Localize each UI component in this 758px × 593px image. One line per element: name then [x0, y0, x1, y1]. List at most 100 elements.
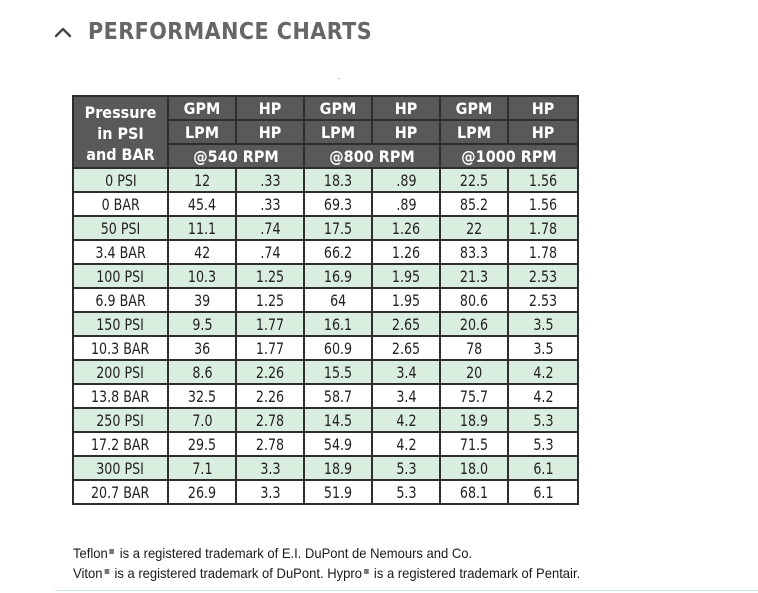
- cell-value: 2.26: [255, 362, 285, 382]
- table-cell: 7.1: [167, 455, 237, 481]
- table-cell: 14.5: [303, 407, 373, 433]
- column-header: LPM: [439, 119, 509, 145]
- table-cell: 83.3: [439, 239, 509, 265]
- header-row-units-primary: Pressure in PSI and BAR GPM HP GPM HP GPM HP: [72, 95, 579, 169]
- cell-value: 5.3: [395, 458, 417, 478]
- table-cell: .74: [235, 215, 305, 241]
- cell-value: 3.3: [259, 482, 281, 502]
- column-header: HP: [507, 95, 579, 121]
- cell-value: 54.9: [323, 434, 353, 454]
- table-cell: 2.53: [507, 263, 579, 289]
- table-cell: 4.2: [371, 431, 441, 457]
- table-cell: 16.9: [303, 263, 373, 289]
- table-cell: 66.2: [303, 239, 373, 265]
- divider-dot: [338, 78, 340, 79]
- table-cell: 22: [439, 215, 509, 241]
- table-cell: 16.1: [303, 311, 373, 337]
- cell-value: 2.26: [255, 386, 285, 406]
- pressure-label-cell: 200 PSI: [72, 359, 169, 385]
- table-row: 17.2 BAR 29.5 2.78 54.9 4.2 71.5 5.3: [72, 431, 579, 457]
- performance-charts-header[interactable]: PERFORMANCE CHARTS: [52, 16, 404, 48]
- cell-value: 71.5: [459, 434, 489, 454]
- table-cell: 6.1: [507, 455, 579, 481]
- pressure-label: 0 BAR: [101, 194, 140, 214]
- cell-value: 64: [329, 290, 347, 310]
- cell-value: 68.1: [459, 482, 489, 502]
- cell-value: 60.9: [323, 338, 353, 358]
- table-cell: 64: [303, 287, 373, 313]
- table-cell: 2.65: [371, 311, 441, 337]
- cell-value: 22.5: [459, 170, 489, 190]
- table-cell: 75.7: [439, 383, 509, 409]
- header-row-units-secondary: LPM HP LPM HP LPM HP: [73, 119, 579, 145]
- cell-value: 22: [465, 218, 483, 238]
- table-row: 0 BAR 45.4 .33 69.3 .89 85.2 1.56: [72, 191, 579, 217]
- cell-value: 17.5: [323, 218, 353, 238]
- table-cell: 4.2: [507, 359, 579, 385]
- pressure-label-cell: 20.7 BAR: [72, 479, 169, 505]
- pressure-label: 6.9 BAR: [95, 290, 146, 310]
- table-row: 3.4 BAR 42 .74 66.2 1.26 83.3 1.78: [72, 239, 579, 265]
- note-text: is a registered trademark of E.I. DuPont…: [116, 545, 473, 561]
- cell-value: 83.3: [459, 242, 489, 262]
- table-cell: .33: [235, 191, 305, 217]
- registered-mark-icon: [104, 568, 109, 574]
- table-cell: 1.77: [235, 311, 305, 337]
- table-row: 50 PSI 11.1 .74 17.5 1.26 22 1.78: [72, 215, 579, 241]
- chevron-up-icon[interactable]: [52, 21, 74, 43]
- table-cell: 85.2: [439, 191, 509, 217]
- cell-value: 1.26: [391, 242, 421, 262]
- column-header: GPM: [439, 95, 509, 121]
- cell-value: 12: [193, 170, 211, 190]
- note-text: Viton: [73, 565, 103, 581]
- cell-value: 2.65: [391, 314, 421, 334]
- pressure-label-cell: 17.2 BAR: [72, 431, 169, 457]
- cell-value: 16.9: [323, 266, 353, 286]
- table-row: 300 PSI 7.1 3.3 18.9 5.3 18.0 6.1: [72, 455, 579, 481]
- column-header: LPM: [167, 119, 237, 145]
- table-cell: 26.9: [167, 479, 237, 505]
- cell-value: 7.1: [191, 458, 213, 478]
- table-cell: .74: [235, 239, 305, 265]
- table-cell: 71.5: [439, 431, 509, 457]
- note-text: is a registered trademark of DuPont. Hyp…: [110, 565, 362, 581]
- cell-value: 11.1: [187, 218, 217, 238]
- cell-value: 5.3: [532, 434, 554, 454]
- table-cell: 5.3: [507, 407, 579, 433]
- cell-value: 1.95: [391, 266, 421, 286]
- pressure-label-cell: 0 PSI: [72, 167, 169, 193]
- cell-value: 58.7: [323, 386, 353, 406]
- cell-value: 80.6: [459, 290, 489, 310]
- table-cell: 1.56: [507, 167, 579, 193]
- table-cell: 5.3: [371, 479, 441, 505]
- table-cell: 15.5: [303, 359, 373, 385]
- rpm-group-header: @1000 RPM: [439, 143, 579, 169]
- pressure-label-cell: 250 PSI: [72, 407, 169, 433]
- table-cell: 1.78: [507, 239, 579, 265]
- cell-value: 2.65: [391, 338, 421, 358]
- table-cell: 11.1: [167, 215, 237, 241]
- table-cell: 8.6: [167, 359, 237, 385]
- registered-mark-icon: [363, 568, 369, 574]
- pressure-label-cell: 3.4 BAR: [72, 239, 169, 265]
- table-cell: 32.5: [167, 383, 237, 409]
- table-cell: 60.9: [303, 335, 373, 361]
- table-cell: 18.0: [439, 455, 509, 481]
- table-cell: 54.9: [303, 431, 373, 457]
- cell-value: 66.2: [323, 242, 353, 262]
- table-row: 250 PSI 7.0 2.78 14.5 4.2 18.9 5.3: [72, 407, 579, 433]
- table-cell: 2.78: [235, 431, 305, 457]
- pressure-label: 20.7 BAR: [91, 482, 150, 502]
- cell-value: .74: [259, 242, 281, 262]
- pressure-label: 50 PSI: [100, 218, 141, 238]
- cell-value: 39: [193, 290, 211, 310]
- cell-value: 18.3: [323, 170, 353, 190]
- table-cell: 58.7: [303, 383, 373, 409]
- column-header: HP: [235, 95, 305, 121]
- cell-value: 18.0: [459, 458, 489, 478]
- cell-value: 1.56: [528, 194, 558, 214]
- cell-value: 36: [193, 338, 211, 358]
- pressure-label-cell: 13.8 BAR: [72, 383, 169, 409]
- cell-value: 1.77: [255, 338, 285, 358]
- pressure-label: 100 PSI: [96, 266, 145, 286]
